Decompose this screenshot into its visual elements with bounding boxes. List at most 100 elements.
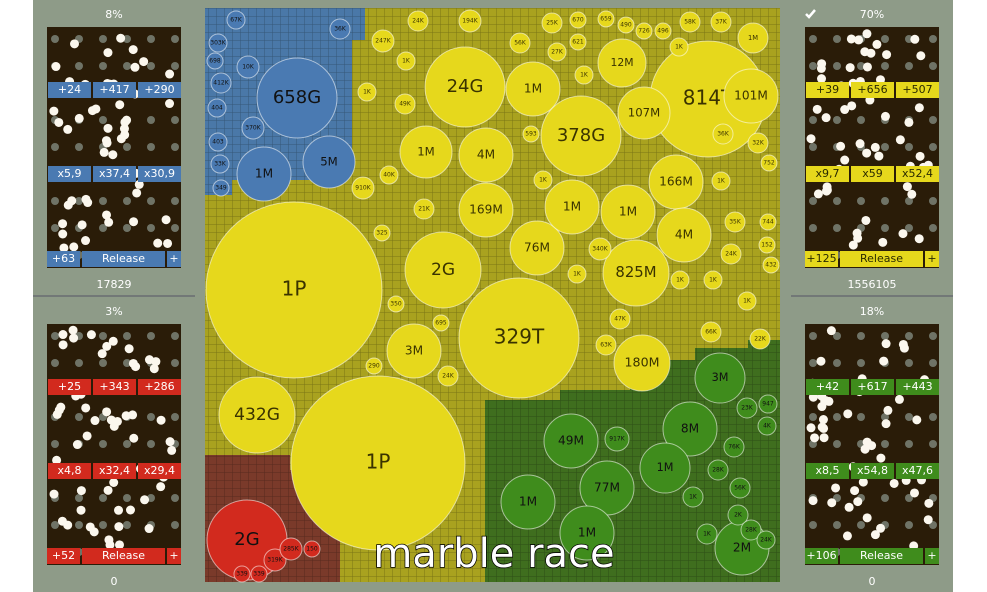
marble-circle (500, 474, 556, 530)
peg (833, 440, 841, 448)
marble (817, 59, 827, 69)
button[interactable] (840, 251, 923, 267)
button[interactable] (840, 548, 923, 564)
marble-circle (547, 42, 567, 62)
circle-label: 947 (762, 401, 774, 408)
peg (857, 521, 865, 529)
percent-label: 3% (105, 305, 122, 318)
multiplier-label: x29,4 (144, 464, 175, 477)
marble-circle (218, 376, 296, 454)
peg (857, 62, 865, 70)
marble (69, 333, 79, 343)
button-label: +63 (52, 252, 75, 265)
marble (846, 34, 856, 44)
marble (854, 35, 864, 45)
marble-circle (737, 291, 757, 311)
peg (929, 359, 937, 367)
circle-label: 1K (363, 89, 372, 96)
circle-label: 28K (712, 467, 725, 474)
marble-circle (597, 38, 647, 88)
peg (833, 197, 841, 205)
marble (167, 445, 177, 455)
circle-label: 621 (572, 39, 584, 46)
circle-label: 49M (558, 434, 584, 448)
button[interactable] (47, 548, 80, 564)
button[interactable] (82, 251, 165, 267)
circle-label: 490 (620, 22, 632, 29)
button[interactable] (925, 251, 939, 267)
circle-label: 1M (657, 461, 674, 474)
peg (881, 332, 889, 340)
marble (108, 336, 118, 346)
circle-label: 726 (638, 28, 650, 35)
marble-circle (233, 565, 251, 583)
marble (881, 339, 891, 349)
peg (881, 35, 889, 43)
circle-label: 24G (447, 76, 484, 97)
peg (905, 494, 913, 502)
circle-label: 285K (283, 546, 299, 553)
marble (105, 540, 115, 550)
marble (58, 330, 68, 340)
circle-label: 1M (563, 200, 581, 214)
button[interactable] (167, 548, 181, 564)
circle-label: 496 (657, 28, 669, 35)
peg (99, 62, 107, 70)
peg (833, 359, 841, 367)
marble (129, 433, 139, 443)
peg (929, 62, 937, 70)
circle-label: 1K (709, 277, 718, 284)
marble (862, 62, 872, 72)
circle-label: 77M (594, 481, 620, 495)
marble-circle (404, 231, 482, 309)
multiplier-label: +25 (58, 380, 81, 393)
peg (905, 332, 913, 340)
button-label: +52 (52, 549, 75, 562)
marble (140, 495, 150, 505)
circle-label: 2M (733, 541, 751, 555)
marble (99, 147, 109, 157)
multiplier-label: +617 (857, 380, 887, 393)
marble (860, 444, 870, 454)
multiplier-label: x5,9 (57, 167, 81, 180)
button-label: + (169, 549, 178, 562)
marble (847, 101, 857, 111)
circle-label: 36K (334, 26, 347, 33)
marble (114, 522, 124, 532)
marble (102, 210, 112, 220)
marble (108, 150, 118, 160)
button[interactable] (167, 251, 181, 267)
marble-circle (762, 256, 780, 274)
circle-label: 1K (573, 271, 582, 278)
multiplier-cell (48, 463, 91, 479)
button[interactable] (82, 548, 165, 564)
marble (914, 234, 924, 244)
multiplier-label: +443 (902, 380, 932, 393)
button[interactable] (47, 251, 80, 267)
peg (75, 143, 83, 151)
marble (103, 123, 113, 133)
peg (75, 359, 83, 367)
marble-circle (723, 436, 745, 458)
marble (77, 220, 87, 230)
button[interactable] (805, 251, 838, 267)
marble (156, 482, 166, 492)
marble-circle (737, 22, 769, 54)
peg (905, 413, 913, 421)
circle-label: 169M (469, 203, 503, 217)
marble (817, 422, 827, 432)
marble-circle (437, 365, 459, 387)
multiplier-label: +39 (816, 83, 839, 96)
circle-label: 107M (628, 106, 660, 120)
peg (51, 332, 59, 340)
marble-circle (522, 125, 540, 143)
circle-label: 1P (366, 450, 391, 474)
peg (123, 359, 131, 367)
button-label: + (927, 549, 936, 562)
button[interactable] (925, 548, 939, 564)
circle-label: 403 (212, 139, 224, 146)
marble-circle (206, 52, 224, 70)
button[interactable] (805, 548, 838, 564)
marble-circle (639, 442, 691, 494)
marble (139, 57, 149, 67)
